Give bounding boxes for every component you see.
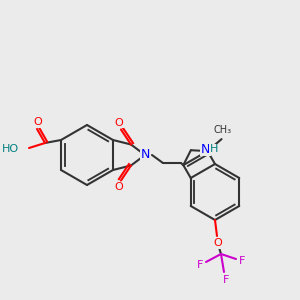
Text: N: N xyxy=(201,143,210,156)
Text: H: H xyxy=(210,144,218,154)
Text: CH₃: CH₃ xyxy=(214,125,232,135)
Text: F: F xyxy=(197,260,203,270)
Text: O: O xyxy=(34,117,42,127)
Text: O: O xyxy=(214,238,222,248)
Text: O: O xyxy=(115,118,123,128)
Text: F: F xyxy=(223,275,229,285)
Text: O: O xyxy=(115,182,123,193)
Text: F: F xyxy=(239,256,245,266)
Text: HO: HO xyxy=(2,144,19,154)
Text: N: N xyxy=(140,148,150,161)
